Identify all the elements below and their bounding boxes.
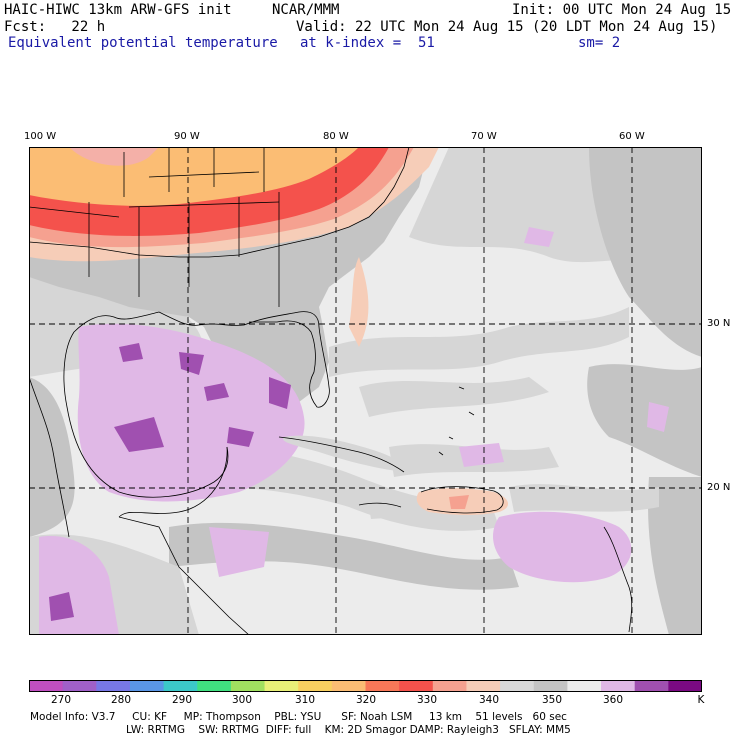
colorbar-cell: [601, 680, 636, 692]
colorbar-frame: [29, 680, 702, 692]
colorbar-label-330: 330: [416, 694, 438, 706]
lon-label-90w: 90 W: [174, 131, 200, 142]
colorbar-label-360: 360: [602, 694, 624, 706]
colorbar-cell: [29, 680, 64, 692]
model-title: HAIC-HIWC 13km ARW-GFS init: [4, 2, 232, 18]
colorbar-cell: [668, 680, 702, 692]
field-name: Equivalent potential temperature: [8, 35, 278, 51]
level-index: at k-index = 51: [300, 35, 435, 51]
map-frame: [29, 147, 702, 635]
lon-label-70w: 70 W: [471, 131, 497, 142]
forecast-hour: Fcst: 22 h: [4, 19, 106, 35]
colorbar-label-280: 280: [110, 694, 132, 706]
valid-time: Valid: 22 UTC Mon 24 Aug 15 (20 LDT Mon …: [296, 19, 718, 35]
smoothing: sm= 2: [578, 35, 621, 51]
org-label: NCAR/MMM: [272, 2, 340, 18]
colorbar-cell: [634, 680, 669, 692]
colorbar-cell: [533, 680, 568, 692]
model-info-line2: LW: RRTMG SW: RRTMG DIFF: full KM: 2D Sm…: [126, 724, 571, 736]
colorbar-cell: [197, 680, 232, 692]
colorbar-cell: [567, 680, 602, 692]
colorbar-label-290: 290: [171, 694, 193, 706]
high-theta-e-regions: [39, 227, 669, 635]
colorbar-cell: [500, 680, 535, 692]
colorbar-cell: [230, 680, 266, 692]
colorbar-label-350: 350: [541, 694, 563, 706]
colorbar-cell: [96, 680, 131, 692]
colorbar-cell: [399, 680, 434, 692]
lat-label-30n: 30 N: [707, 318, 731, 329]
colorbar-cell: [365, 680, 400, 692]
colorbar: [29, 680, 702, 692]
lon-label-100w: 100 W: [24, 131, 57, 142]
lon-label-60w: 60 W: [619, 131, 645, 142]
warm-air-band: [29, 147, 439, 347]
model-info-line1: Model Info: V3.7 CU: KF MP: Thompson PBL…: [30, 711, 567, 723]
atlantic-grey-streaks: [329, 147, 702, 635]
colorbar-label-270: 270: [50, 694, 72, 706]
lon-label-80w: 80 W: [323, 131, 349, 142]
caribbean-islands: [283, 435, 509, 519]
colorbar-label-320: 320: [355, 694, 377, 706]
colorbar-cell: [432, 680, 467, 692]
colorbar-cell: [298, 680, 333, 692]
colorbar-unit: K: [697, 694, 705, 706]
colorbar-cell: [331, 680, 366, 692]
latlon-grid: [29, 147, 702, 635]
colorbar-cell: [62, 680, 97, 692]
lat-label-20n: 20 N: [707, 482, 731, 493]
coastlines: [29, 147, 633, 635]
colorbar-cell: [466, 680, 501, 692]
theta-e-map: [29, 147, 702, 635]
colorbar-cell: [163, 680, 198, 692]
colorbar-cell: [129, 680, 165, 692]
colorbar-cell: [264, 680, 299, 692]
colorbar-label-340: 340: [478, 694, 500, 706]
init-time: Init: 00 UTC Mon 24 Aug 15: [512, 2, 732, 18]
colorbar-label-300: 300: [231, 694, 253, 706]
colorbar-label-310: 310: [294, 694, 316, 706]
